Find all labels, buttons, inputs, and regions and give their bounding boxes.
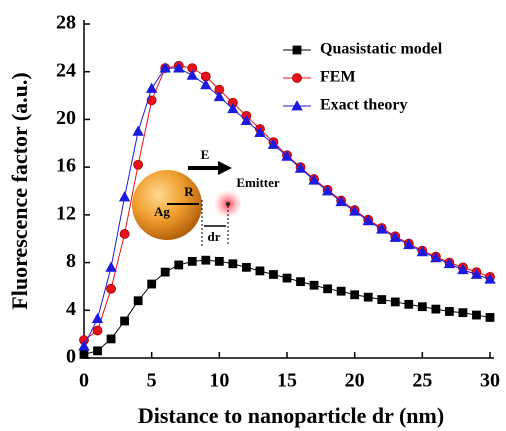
x-tick-label: 0 [79,370,89,392]
data-point [350,290,360,300]
annotation: dr [208,229,221,244]
data-point [133,159,144,170]
data-point [201,255,211,265]
data-point [323,284,333,294]
legend-marker [292,45,302,55]
y-tick-label: 28 [56,12,76,34]
annotation: E [201,147,210,162]
annotation: Ag [154,204,170,219]
data-point [241,262,251,272]
legend-label: Exact theory [320,97,408,114]
data-point [321,185,334,196]
data-point [105,261,117,272]
data-point [294,162,307,173]
data-point [255,266,265,276]
annotation: R [184,184,194,199]
x-tick-label: 5 [147,370,157,392]
legend-marker [292,73,302,83]
emitter-dot [226,202,230,206]
data-point [79,350,89,359]
data-point [145,82,158,93]
x-tick-label: 20 [345,370,365,392]
data-point [430,251,442,263]
y-tick-label: 20 [56,107,76,129]
data-point [457,263,469,275]
data-point [416,246,429,257]
data-point [281,150,293,161]
data-point [200,79,212,90]
data-point [308,174,320,185]
data-point [106,283,116,294]
x-axis-title: Distance to nanoparticle dr (nm) [138,403,444,428]
data-point [92,325,103,336]
data-point [309,280,319,290]
data-point [118,191,131,202]
data-point [228,259,238,269]
x-tick-label: 10 [209,370,229,392]
y-axis-title: Fluorescence factor (a.u.) [7,72,32,309]
data-point [213,90,226,102]
legend-marker [291,100,303,111]
data-point [146,95,157,106]
data-point [390,297,400,307]
data-point [363,292,373,302]
data-point [174,260,184,270]
data-point [93,346,102,356]
y-tick-label: 12 [56,202,76,224]
data-point [443,257,456,269]
data-point [404,299,414,309]
data-point [133,296,143,306]
data-point [403,238,415,250]
data-point [444,307,454,316]
data-point [147,279,157,289]
data-point [417,302,427,312]
data-point [120,316,129,326]
y-tick-label: 8 [66,250,76,272]
data-point [458,308,468,318]
y-tick-label: 0 [66,346,76,368]
data-point [472,310,481,320]
data-point [227,102,239,114]
data-point [362,214,374,226]
data-point [377,295,387,304]
data-point [214,256,224,266]
data-point [254,126,266,137]
y-tick-label: 4 [66,298,76,320]
data-point [187,256,197,266]
data-point [431,304,441,314]
x-tick-label: 15 [277,370,297,392]
data-point [335,195,347,207]
field-arrowhead [218,161,232,175]
y-tick-label: 16 [56,155,76,177]
data-point [240,114,253,126]
data-point [296,277,305,287]
data-point [106,334,116,344]
data-point [159,62,171,73]
data-point [336,286,346,296]
data-point [282,273,292,283]
data-point [78,340,90,351]
data-point [132,125,144,136]
data-point [91,312,104,324]
legend-label: Quasistatic model [320,41,443,58]
data-point [485,313,495,322]
data-point [160,267,170,277]
data-point [186,69,198,80]
data-point [348,205,361,216]
data-point [484,273,496,284]
data-point [267,138,280,149]
data-point [389,231,401,242]
x-tick-label: 25 [412,370,432,392]
data-point [269,270,278,279]
legend-label: FEM [320,69,356,86]
data-point [376,223,388,234]
data-point [119,229,130,239]
data-point [470,268,483,279]
x-tick-label: 30 [480,370,500,392]
y-tick-label: 24 [56,59,76,81]
annotation: Emitter [236,175,280,190]
data-point [173,62,185,73]
